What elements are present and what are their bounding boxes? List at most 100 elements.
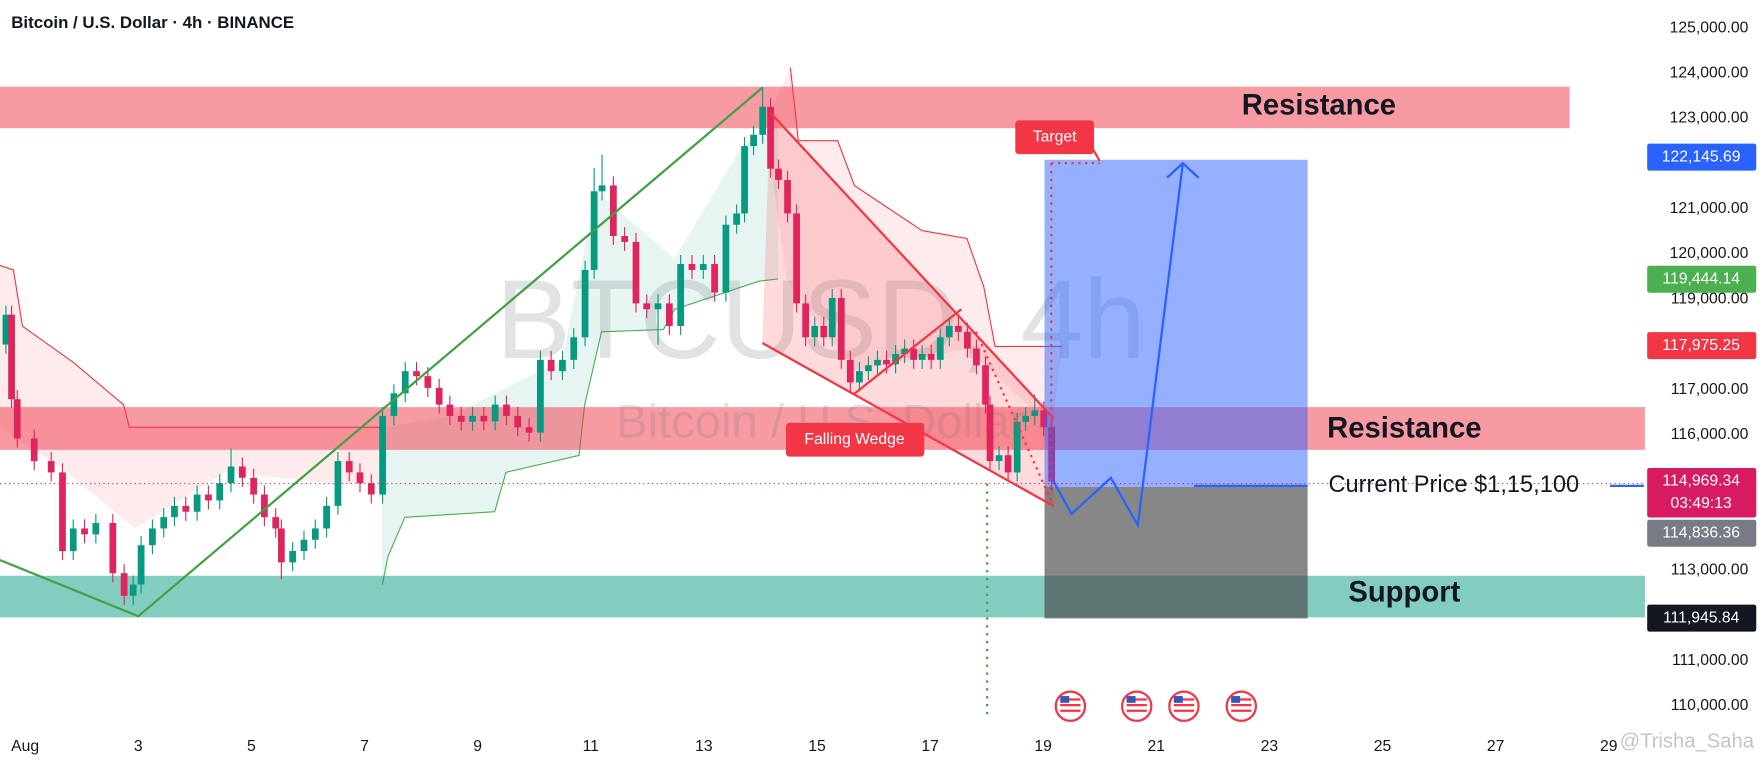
price-marker-label: 111,945.84 <box>1663 609 1740 626</box>
candle-body <box>793 213 800 304</box>
candle-body <box>973 348 980 366</box>
x-tick-label: 21 <box>1148 738 1166 755</box>
candle-body <box>2 314 10 345</box>
annotation: Current Price $1,15,100 <box>1328 472 1579 498</box>
candle-body <box>47 461 55 473</box>
candle-body <box>621 236 629 242</box>
candle-body <box>846 359 854 383</box>
candle-body <box>982 365 989 405</box>
candle-body <box>30 438 38 462</box>
candle-body <box>901 348 908 354</box>
candle-body <box>654 303 662 310</box>
candle-body <box>874 359 881 366</box>
candle-body <box>401 371 409 394</box>
projection <box>1052 162 1184 529</box>
price-marker <box>1647 143 1757 171</box>
candle-body <box>711 264 718 293</box>
candle-body <box>598 185 606 192</box>
price-marker <box>1647 519 1757 547</box>
candle-body <box>986 404 994 462</box>
price-marker-label: 114,836.36 <box>1662 524 1740 541</box>
candle-body <box>469 415 476 422</box>
watermark: BTCUSD, 4h <box>496 256 1146 382</box>
candle-body <box>767 106 774 169</box>
x-tick-label: 9 <box>473 738 482 755</box>
candle-body <box>261 494 268 518</box>
candle-body <box>722 224 730 293</box>
candle-body <box>300 539 308 552</box>
y-tick-label: 110,000.00 <box>1671 697 1749 714</box>
candle-body <box>688 264 696 270</box>
price-marker <box>1647 604 1757 632</box>
candle-body <box>1004 455 1012 473</box>
candle-body <box>918 353 926 360</box>
price-marker <box>1647 332 1757 360</box>
candle-body <box>995 455 1003 462</box>
y-tick-label: 123,000.00 <box>1670 110 1749 127</box>
flag-canton <box>1173 696 1183 703</box>
trend-line <box>0 86 764 618</box>
candle-body <box>643 303 651 310</box>
projection-arrow <box>1166 161 1200 179</box>
dotted-line <box>974 331 1055 507</box>
candle-body <box>182 505 190 512</box>
candle-body <box>802 303 810 338</box>
candle-body <box>227 466 235 484</box>
x-tick-label: 7 <box>360 738 369 755</box>
price-marker-label: 122,145.69 <box>1662 148 1741 165</box>
candle-body <box>865 365 872 372</box>
flag-canton <box>1060 696 1070 703</box>
candle-body <box>632 241 640 304</box>
candle-body <box>537 359 544 433</box>
y-tick-label: 119,000.00 <box>1671 290 1749 307</box>
candle-body <box>92 523 100 535</box>
x-tick-label: 19 <box>1034 738 1052 755</box>
y-tick-label: 117,000.00 <box>1671 381 1749 398</box>
annotation: Resistance <box>1242 90 1396 122</box>
x-tick-label: 11 <box>583 738 599 755</box>
candle-body <box>69 528 77 552</box>
candle-body <box>828 297 836 338</box>
bear-line <box>789 67 1063 347</box>
candle-body <box>480 415 488 422</box>
candle-body <box>820 325 828 338</box>
candle-body <box>424 376 432 388</box>
annotation: Resistance <box>1327 412 1481 444</box>
annotation: Falling Wedge <box>804 431 905 448</box>
candle-body <box>491 404 499 422</box>
candle-body <box>216 483 224 501</box>
price-marker <box>1647 467 1757 518</box>
x-tick-label: 23 <box>1261 738 1279 755</box>
candle-body <box>964 331 971 349</box>
candle-body <box>390 393 398 416</box>
candle-body <box>775 168 782 180</box>
countdown: 03:49:13 <box>1671 495 1732 512</box>
y-tick-label: 113,000.00 <box>1671 562 1749 579</box>
candle-body <box>581 269 589 338</box>
candle-body <box>856 371 863 383</box>
candle-body <box>733 213 741 225</box>
candle-body <box>503 404 510 416</box>
candle-body <box>936 337 944 360</box>
candle-body <box>272 517 280 529</box>
price-marker-label: 117,975.25 <box>1662 337 1740 354</box>
candle-body <box>547 359 555 372</box>
candle-body <box>665 303 673 326</box>
candle-body <box>446 404 454 416</box>
x-tick-label: Aug <box>11 738 39 755</box>
candle-body <box>345 461 353 473</box>
event-flag <box>1054 690 1087 722</box>
candle-body <box>883 359 890 365</box>
x-tick-label: 13 <box>695 738 713 755</box>
candle-body <box>750 134 757 147</box>
y-tick-label: 116,000.00 <box>1671 426 1749 443</box>
support-zone <box>0 575 1645 618</box>
x-tick-label: 29 <box>1600 738 1618 755</box>
candle-body <box>379 415 386 495</box>
candle-body <box>954 325 962 332</box>
x-tick-label: 25 <box>1374 738 1392 755</box>
candle-body <box>356 472 364 484</box>
x-tick-label: 3 <box>134 738 143 755</box>
candle-body <box>699 264 707 270</box>
candle-body <box>514 415 522 428</box>
